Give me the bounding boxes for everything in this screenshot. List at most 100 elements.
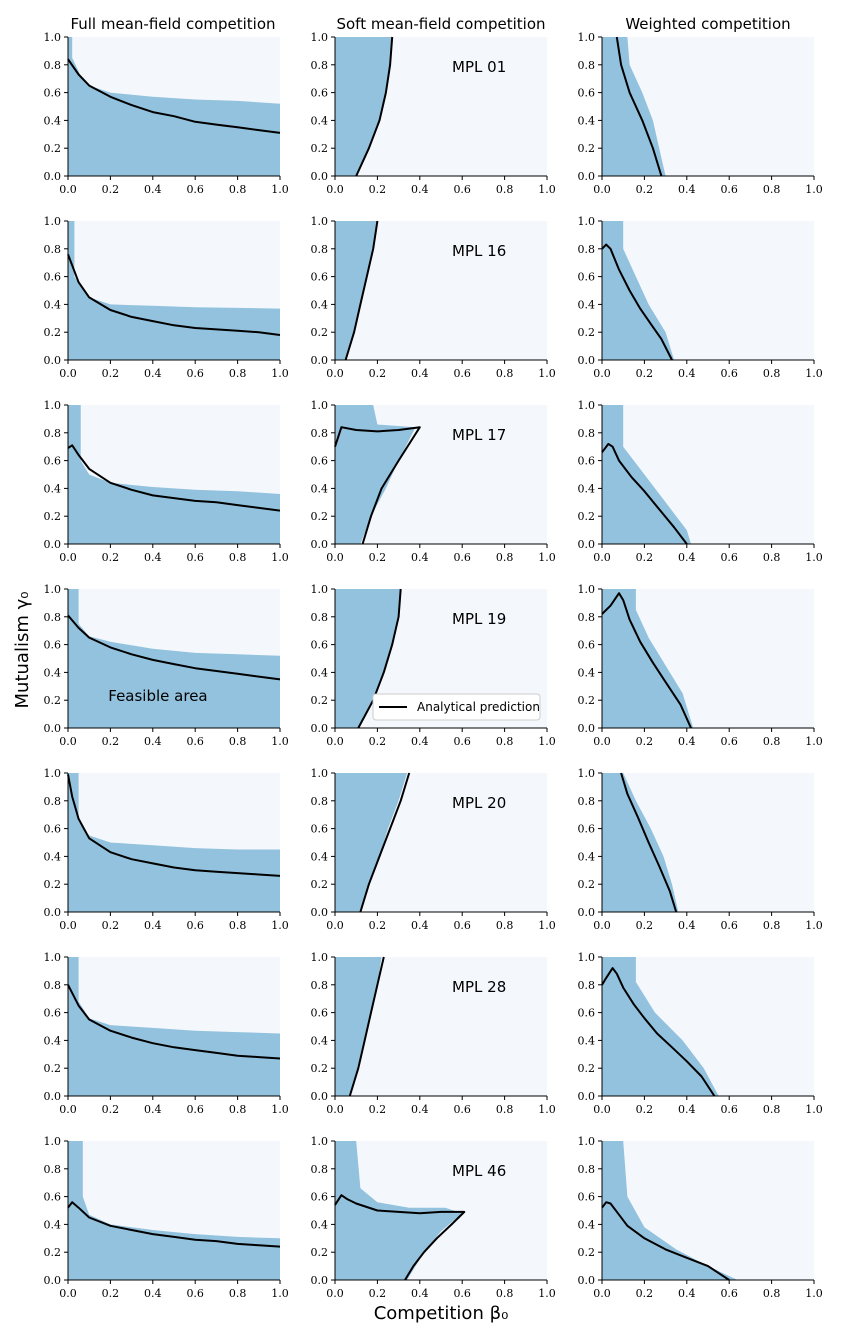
x-tick-label: 0.0 — [593, 1287, 611, 1300]
y-tick-label: 0.2 — [44, 1062, 62, 1075]
y-tick-label: 1.0 — [311, 767, 329, 780]
x-tick-label: 0.2 — [636, 183, 654, 196]
y-tick-label: 0.0 — [44, 1090, 62, 1103]
x-tick-label: 0.8 — [496, 367, 514, 380]
feasible-region — [335, 405, 416, 544]
x-tick-label: 0.6 — [186, 1103, 204, 1116]
y-tick-label: 0.8 — [311, 1163, 329, 1176]
analytical-prediction-line — [620, 772, 678, 913]
y-tick-label: 0.6 — [44, 823, 62, 836]
feasible-region — [68, 405, 280, 544]
y-tick-label: 0.2 — [311, 694, 329, 707]
x-tick-label: 0.4 — [411, 551, 429, 564]
y-tick-label: 0.6 — [578, 87, 596, 100]
y-tick-label: 0.6 — [311, 1007, 329, 1020]
x-tick-label: 0.0 — [593, 551, 611, 564]
x-tick-label: 1.0 — [805, 551, 823, 564]
feasible-region — [335, 957, 382, 1096]
column-title-2: Soft mean-field competition — [336, 15, 545, 33]
feasible-region — [335, 773, 408, 912]
analytical-prediction-line — [359, 772, 411, 913]
y-tick-label: 0.6 — [578, 639, 596, 652]
y-tick-label: 0.4 — [578, 482, 596, 495]
x-tick-label: 0.4 — [144, 367, 162, 380]
y-tick-label: 0.4 — [311, 482, 329, 495]
y-tick-label: 0.2 — [44, 694, 62, 707]
x-tick-label: 0.0 — [59, 183, 77, 196]
y-tick-label: 1.0 — [578, 31, 596, 44]
y-tick-label: 0.4 — [311, 666, 329, 679]
y-tick-label: 0.6 — [44, 271, 62, 284]
x-tick-label: 0.6 — [720, 1287, 738, 1300]
y-tick-label: 0.6 — [311, 271, 329, 284]
y-tick-label: 0.6 — [578, 455, 596, 468]
panel-row3-col3: 0.00.0 0.2 0.2 0.4 0.4 0.6 0.6 0.8 0.8 1.0 1.0 — [578, 399, 823, 564]
x-tick-label: 0.2 — [369, 735, 387, 748]
x-tick-label: 0.8 — [229, 367, 247, 380]
y-tick-label: 0.2 — [311, 326, 329, 339]
x-tick-label: 0.4 — [678, 183, 696, 196]
y-tick-label: 0.6 — [44, 639, 62, 652]
analytical-prediction-line — [601, 967, 716, 1097]
analytical-prediction-line — [348, 956, 385, 1097]
feasible-region — [68, 957, 280, 1096]
x-tick-label: 0.2 — [369, 551, 387, 564]
y-tick-label: 0.0 — [578, 538, 596, 551]
panel-row5-col2: 0.00.0 0.2 0.2 0.4 0.4 0.6 0.6 0.8 0.8 1.0 1.0 MPL … — [311, 767, 556, 932]
y-tick-label: 0.2 — [311, 878, 329, 891]
y-tick-label: 0.8 — [311, 59, 329, 72]
feasible-region — [602, 773, 679, 912]
column-title-1: Full mean-field competition — [70, 15, 275, 33]
x-tick-label: 0.6 — [720, 551, 738, 564]
y-tick-label: 0.2 — [44, 142, 62, 155]
y-tick-label: 0.6 — [44, 455, 62, 468]
feasible-region — [602, 589, 694, 728]
y-tick-label: 0.4 — [311, 298, 329, 311]
y-tick-label: 1.0 — [44, 767, 62, 780]
panel-row2-col1: 0.00.0 0.2 0.2 0.4 0.4 0.6 0.6 0.8 0.8 1.0 1.0 — [44, 215, 289, 380]
x-tick-label: 0.4 — [144, 735, 162, 748]
y-tick-label: 1.0 — [578, 215, 596, 228]
y-tick-label: 0.0 — [311, 354, 329, 367]
x-tick-label: 0.6 — [186, 367, 204, 380]
y-tick-label: 0.6 — [44, 1191, 62, 1204]
analytical-prediction-line — [615, 36, 663, 177]
y-tick-label: 0.0 — [311, 906, 329, 919]
x-tick-label: 0.0 — [59, 1103, 77, 1116]
x-tick-label: 0.0 — [59, 551, 77, 564]
x-tick-label: 0.2 — [102, 735, 120, 748]
y-tick-label: 0.6 — [44, 87, 62, 100]
analytical-prediction-line — [601, 592, 692, 729]
x-tick-label: 0.6 — [186, 735, 204, 748]
y-tick-label: 0.2 — [578, 510, 596, 523]
x-tick-label: 0.4 — [678, 367, 696, 380]
network-label: MPL 28 — [452, 978, 506, 996]
y-tick-label: 0.0 — [44, 722, 62, 735]
legend-label: Analytical prediction — [417, 700, 540, 714]
y-tick-label: 0.0 — [44, 906, 62, 919]
y-tick-label: 0.4 — [578, 666, 596, 679]
y-tick-label: 0.2 — [578, 142, 596, 155]
analytical-prediction-line — [67, 1201, 281, 1248]
x-tick-label: 0.8 — [229, 1287, 247, 1300]
x-tick-label: 0.0 — [59, 367, 77, 380]
x-tick-label: 1.0 — [805, 1103, 823, 1116]
y-tick-label: 0.2 — [311, 142, 329, 155]
x-tick-label: 1.0 — [538, 367, 556, 380]
y-tick-label: 0.0 — [44, 1274, 62, 1287]
x-tick-label: 1.0 — [271, 919, 289, 932]
x-tick-label: 1.0 — [271, 183, 289, 196]
x-tick-label: 0.8 — [496, 1103, 514, 1116]
analytical-prediction-line — [67, 774, 281, 877]
x-tick-label: 1.0 — [271, 551, 289, 564]
network-label: MPL 16 — [452, 242, 506, 260]
panel-row6-col2: 0.00.0 0.2 0.2 0.4 0.4 0.6 0.6 0.8 0.8 1.0 1.0 MPL … — [311, 951, 556, 1116]
y-tick-label: 0.2 — [578, 878, 596, 891]
x-tick-label: 0.2 — [636, 919, 654, 932]
feasible-region — [68, 37, 280, 176]
y-tick-label: 1.0 — [311, 31, 329, 44]
y-tick-label: 0.2 — [311, 1062, 329, 1075]
x-tick-label: 0.4 — [411, 367, 429, 380]
feasible-area-annotation: Feasible area — [108, 687, 207, 705]
x-tick-label: 0.2 — [369, 919, 387, 932]
